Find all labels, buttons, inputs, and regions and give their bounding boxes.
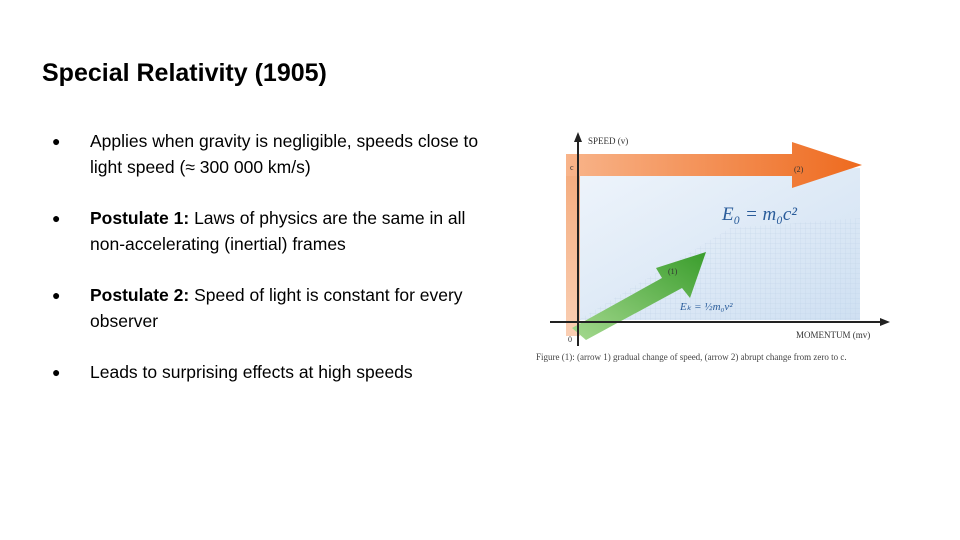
relativity-figure: SPEED (v) MOMENTUM (mv) c 0 (2) (1) E₀ =… — [530, 128, 930, 373]
arrow-1-label: (1) — [668, 267, 678, 276]
arrow-1-icon — [572, 252, 706, 340]
arrow-2-icon — [566, 142, 862, 188]
y-axis-label: SPEED (v) — [588, 136, 628, 146]
origin-label: 0 — [568, 335, 572, 344]
speed-axis-arrowhead-icon — [574, 132, 582, 142]
orange-vertical-band — [566, 156, 580, 336]
bullet-text: Speed of light is constant for every obs… — [90, 285, 463, 331]
slide-title: Special Relativity (1905) — [42, 59, 327, 87]
bullet-item: ● Applies when gravity is negligible, sp… — [52, 129, 482, 180]
bullet-dot: ● — [52, 210, 61, 226]
bullet-text: Leads to surprising effects at high spee… — [90, 362, 413, 382]
bullet-dot: ● — [52, 287, 61, 303]
figure-caption: Figure (1): (arrow 1) gradual change of … — [536, 352, 847, 362]
bullet-item: ● Postulate 1: Laws of physics are the s… — [52, 206, 482, 257]
bullet-dot: ● — [52, 133, 61, 149]
kinetic-energy-formula: Eₖ = ½m₀v² — [679, 301, 733, 313]
arrow-2-label: (2) — [794, 165, 804, 174]
rest-energy-formula: E₀ = m₀c² — [721, 204, 797, 225]
bullet-item: ● Postulate 2: Speed of light is constan… — [52, 283, 482, 334]
bullet-bold-lead: Postulate 2: — [90, 285, 190, 305]
bullet-text: Applies when gravity is negligible, spee… — [90, 131, 479, 177]
bullet-dot: ● — [52, 364, 61, 380]
bullet-item: ● Leads to surprising effects at high sp… — [52, 360, 482, 386]
c-tick-label: c — [570, 163, 574, 172]
bullet-bold-lead: Postulate 1: — [90, 208, 190, 228]
x-axis-label: MOMENTUM (mv) — [796, 330, 870, 340]
bullet-text: Laws of physics are the same in all non-… — [90, 208, 466, 254]
relativity-diagram: SPEED (v) MOMENTUM (mv) c 0 (2) (1) E₀ =… — [550, 132, 890, 346]
momentum-axis-arrowhead-icon — [880, 318, 890, 326]
bullet-list: ● Applies when gravity is negligible, sp… — [52, 129, 482, 412]
